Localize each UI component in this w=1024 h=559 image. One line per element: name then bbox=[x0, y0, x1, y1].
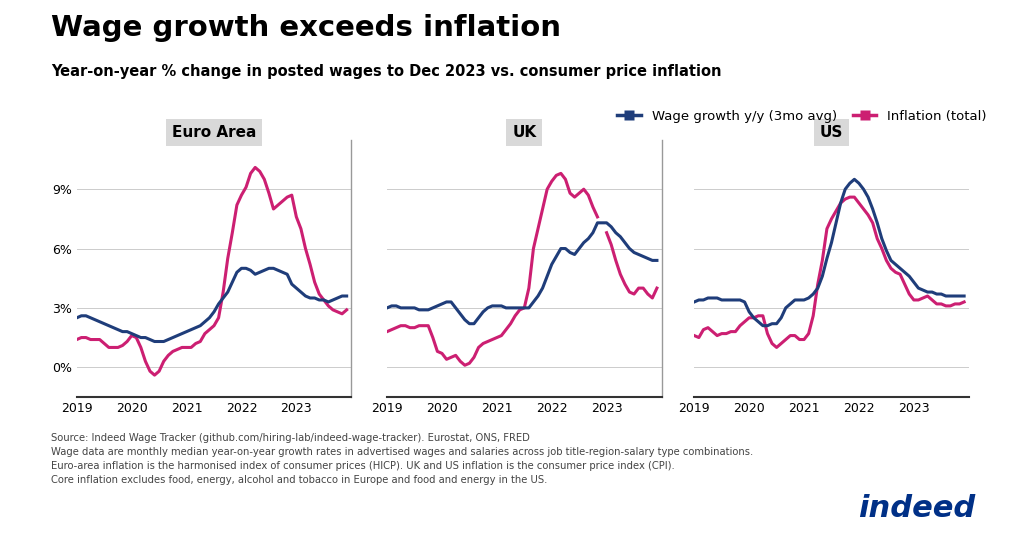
Text: Euro Area: Euro Area bbox=[172, 125, 256, 140]
Legend: Wage growth y/y (3mo avg), Inflation (total): Wage growth y/y (3mo avg), Inflation (to… bbox=[612, 105, 992, 128]
Text: Wage growth exceeds inflation: Wage growth exceeds inflation bbox=[51, 14, 561, 42]
Text: Source: Indeed Wage Tracker (github.com/hiring-lab/indeed-wage-tracker). Eurosta: Source: Indeed Wage Tracker (github.com/… bbox=[51, 433, 754, 485]
Text: Year-on-year % change in posted wages to Dec 2023 vs. consumer price inflation: Year-on-year % change in posted wages to… bbox=[51, 64, 722, 79]
Text: indeed: indeed bbox=[858, 494, 975, 523]
Text: US: US bbox=[820, 125, 843, 140]
Text: UK: UK bbox=[512, 125, 537, 140]
